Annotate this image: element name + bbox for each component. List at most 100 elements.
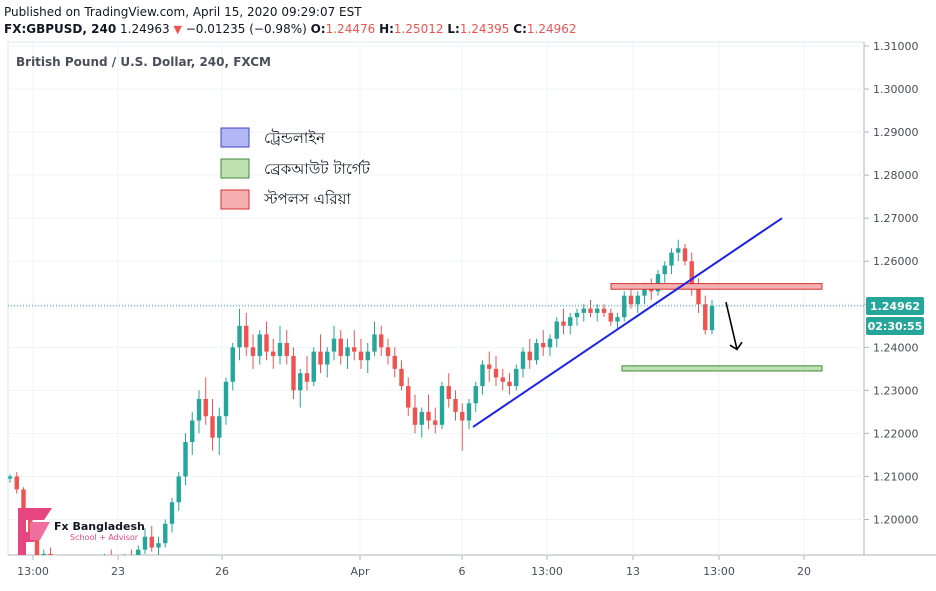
legend-swatch-target — [220, 158, 250, 179]
candle-body — [568, 317, 573, 326]
candle-body — [500, 377, 505, 382]
price-tick-label: 1.24000 — [873, 341, 919, 354]
candle-body — [642, 287, 647, 296]
legend: ট্রেন্ডলাইন ব্রেকআউট টার্গেট স্টপলস এরিয… — [220, 127, 371, 210]
candles — [7, 239, 715, 555]
candle-body — [655, 274, 661, 292]
candle-body — [365, 351, 370, 361]
time-tick-label: 13:00 — [703, 565, 735, 578]
candle-body — [534, 343, 539, 361]
price-axis[interactable]: 1.31000 1.30000 1.29000 1.28000 1.27000 1.260… — [864, 40, 919, 527]
candle-body — [561, 321, 566, 326]
drawings[interactable] — [8, 217, 864, 428]
stoploss-zone — [610, 283, 823, 290]
candle-body — [574, 312, 580, 318]
candle-body — [615, 317, 620, 322]
legend-swatch-stoploss — [220, 189, 250, 210]
candle-body — [514, 368, 519, 387]
price-tick-label: 1.29000 — [873, 126, 919, 139]
candle-body — [136, 549, 141, 555]
low-label: L: — [447, 22, 460, 36]
candle-body — [318, 351, 323, 365]
chart-header: Published on TradingView.com, April 15, … — [4, 4, 577, 38]
candle-body — [142, 536, 148, 550]
time-tick-label: 13:00 — [531, 565, 563, 578]
candle-body — [696, 287, 701, 305]
candle-body — [466, 403, 472, 421]
candle-body — [149, 536, 154, 548]
time-tick-label: 26 — [215, 565, 229, 578]
candle-body — [480, 364, 485, 387]
candle-body — [352, 347, 357, 352]
candle-body — [298, 373, 303, 391]
candle-body — [257, 334, 262, 356]
legend-label-trendline: ট্রেন্ডলাইন — [264, 129, 326, 147]
candle-body — [453, 398, 458, 412]
candle-body — [230, 347, 235, 382]
trendline — [472, 217, 783, 428]
symbol-label: FX:GBPUSD, 240 — [4, 22, 117, 36]
candle-body — [588, 308, 593, 313]
fx-logo-icon — [18, 508, 52, 555]
candle-body — [7, 476, 13, 479]
legend-label-target: ব্রেকআউট টার্গেট — [264, 160, 371, 178]
candle-body — [581, 308, 586, 313]
candle-body — [250, 347, 256, 356]
open-value: 1.24476 — [325, 22, 376, 36]
candle-body — [433, 420, 438, 425]
symbol-line: FX:GBPUSD, 240 1.24963 ▼ −0.01235 (−0.98… — [4, 21, 577, 38]
candle-body — [669, 252, 674, 266]
watermark-brand: Fx Bangladesh — [54, 520, 145, 533]
candle-body — [541, 343, 546, 348]
candle-body — [176, 476, 181, 503]
candle-body — [14, 476, 19, 490]
open-label: O: — [310, 22, 326, 36]
price-tick-label: 1.22000 — [873, 427, 919, 440]
candle-body — [169, 502, 175, 524]
candle-body — [507, 381, 512, 387]
candle-body — [331, 338, 337, 352]
candle-body — [163, 523, 168, 544]
candle-body — [210, 416, 215, 438]
price-tick-label: 1.31000 — [873, 40, 919, 53]
candle-body — [412, 407, 418, 425]
candle-body — [217, 416, 222, 438]
candle-body — [662, 265, 667, 275]
time-tick-label: 13:00 — [17, 565, 49, 578]
candle-body — [304, 373, 310, 382]
time-tick-label: 23 — [111, 565, 125, 578]
candle-body — [196, 398, 202, 421]
candle-body — [520, 351, 526, 369]
candle-body — [379, 334, 384, 348]
candle-body — [460, 411, 465, 421]
high-label: H: — [379, 22, 394, 36]
last-price-tag-bg — [866, 297, 924, 315]
candle-body — [622, 295, 627, 318]
candle-body — [554, 321, 559, 339]
candle-body — [325, 351, 330, 365]
candle-body — [689, 261, 694, 288]
candle-body — [311, 351, 316, 382]
countdown-tag-bg — [866, 317, 924, 335]
price-tick-label: 1.21000 — [873, 470, 919, 483]
candle-body — [372, 334, 377, 352]
plot-area[interactable] — [7, 41, 865, 556]
candle-body — [676, 248, 681, 253]
published-line: Published on TradingView.com, April 15, … — [4, 5, 362, 19]
candle-body — [487, 364, 492, 369]
candle-body — [406, 386, 411, 408]
candle-body — [34, 536, 40, 555]
candle-body — [682, 248, 688, 262]
price-tick-label: 1.23000 — [873, 384, 919, 397]
time-axis[interactable]: 13:00 23 26 Apr 6 13:00 13 13:00 20 — [17, 555, 811, 578]
candle-body — [338, 338, 343, 356]
candle-body — [284, 343, 289, 356]
candle-body — [392, 355, 397, 369]
close-label: C: — [513, 22, 527, 36]
watermark-tagline: School + Advisor — [70, 533, 139, 542]
candle-body — [156, 543, 161, 548]
last-price: 1.24963 — [120, 22, 170, 36]
candle-body — [493, 368, 499, 378]
candle-body — [419, 411, 424, 425]
